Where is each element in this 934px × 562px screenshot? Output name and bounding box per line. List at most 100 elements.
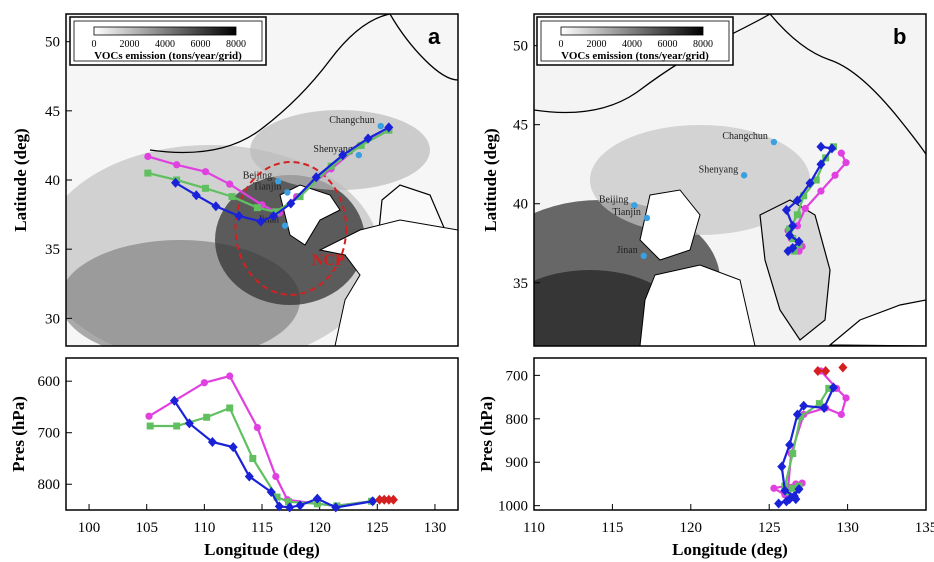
y-tick-label: 50 bbox=[45, 35, 60, 51]
profile-point-blue bbox=[295, 500, 305, 511]
point-blue bbox=[211, 201, 221, 212]
profile-a-series bbox=[145, 372, 398, 513]
profile-point-magenta bbox=[842, 394, 850, 402]
point-green bbox=[800, 192, 808, 200]
cb-a-tick-2: 4000 bbox=[155, 39, 175, 50]
point-blue bbox=[338, 150, 348, 161]
cb-b-tick-4: 8000 bbox=[693, 39, 713, 50]
y-tick-label: 700 bbox=[38, 426, 61, 442]
city-label: Beijing bbox=[243, 170, 272, 181]
profile-point-green bbox=[226, 404, 234, 412]
korea-peninsula-b bbox=[759, 199, 831, 341]
y-tick-label: 600 bbox=[38, 374, 61, 390]
point-magenta bbox=[831, 171, 839, 179]
y-tick-label: 50 bbox=[513, 39, 528, 55]
point-magenta bbox=[842, 159, 850, 167]
x-tick-label: 130 bbox=[836, 520, 859, 536]
profile-point-blue bbox=[244, 471, 254, 482]
y-tick-label: 35 bbox=[45, 242, 60, 258]
point-blue bbox=[191, 190, 201, 201]
city-label: Jinan bbox=[617, 245, 638, 256]
x-tick-label: 120 bbox=[308, 520, 331, 536]
y-tick-label: 40 bbox=[45, 173, 60, 189]
profile-point-green bbox=[146, 422, 154, 430]
point-blue bbox=[792, 195, 802, 206]
profile-point-blue bbox=[792, 409, 802, 420]
x-tick-label: 115 bbox=[251, 520, 273, 536]
xlabel-profile-b: Longitude (deg) bbox=[672, 540, 788, 559]
border-line-b bbox=[534, 14, 771, 114]
point-blue bbox=[816, 141, 826, 152]
profile-point-blue bbox=[169, 395, 179, 406]
y-tick-label: 800 bbox=[38, 477, 61, 493]
point-magenta bbox=[173, 161, 181, 169]
point-blue bbox=[794, 236, 804, 247]
y-tick-label: 45 bbox=[45, 104, 60, 120]
point-green bbox=[296, 193, 304, 201]
city-label: Changchun bbox=[722, 131, 768, 142]
cb-b-title: VOCs emission (tons/year/grid) bbox=[561, 50, 709, 62]
profile-b-axes: 110 115 120 125 130 135 700 800 900 1000 bbox=[498, 368, 934, 536]
y-tick-label: 700 bbox=[506, 368, 529, 384]
profile-point-magenta bbox=[145, 412, 153, 420]
point-blue bbox=[781, 205, 791, 216]
city-marker bbox=[377, 122, 384, 130]
city-label: Tianjin bbox=[253, 181, 282, 192]
ylabel-profile-b: Pres (hPa) bbox=[477, 396, 496, 472]
cb-b-tick-1: 2000 bbox=[587, 39, 607, 50]
x-tick-label: 120 bbox=[680, 520, 703, 536]
city-marker bbox=[640, 252, 647, 260]
ncp-circle bbox=[234, 161, 348, 296]
profile-point-blue bbox=[799, 400, 809, 411]
profile-point-green bbox=[313, 500, 321, 508]
point-green bbox=[144, 169, 152, 177]
city-label: Tianjin bbox=[612, 207, 641, 218]
panel-label-b: b bbox=[893, 24, 906, 49]
city-label: Jinan bbox=[258, 215, 279, 226]
point-magenta bbox=[144, 152, 152, 161]
trajectories-b bbox=[781, 141, 850, 257]
profile-point-green bbox=[789, 484, 797, 492]
profile-point-magenta bbox=[253, 423, 261, 432]
point-magenta bbox=[793, 222, 802, 230]
point-green bbox=[202, 184, 210, 192]
map-b-frame bbox=[533, 13, 927, 347]
city-marker bbox=[281, 222, 289, 229]
profile-point-blue bbox=[285, 502, 295, 513]
profile-point-blue bbox=[266, 486, 276, 497]
profile-point-blue bbox=[207, 436, 217, 447]
point-green bbox=[786, 225, 794, 233]
profile-point-blue bbox=[368, 496, 378, 507]
profile-point-blue bbox=[274, 501, 284, 512]
profile-point-magenta bbox=[770, 484, 778, 492]
point-green bbox=[327, 162, 335, 170]
point-blue bbox=[785, 230, 795, 241]
profile-point-green bbox=[797, 413, 805, 421]
profile-point-red bbox=[375, 494, 385, 505]
point-green bbox=[228, 193, 236, 201]
profile-point-blue bbox=[819, 402, 829, 413]
point-blue bbox=[234, 210, 244, 221]
point-magenta bbox=[817, 187, 825, 195]
x-tick-label: 110 bbox=[193, 520, 215, 536]
x-tick-label: 100 bbox=[78, 520, 101, 536]
colorbar-a-gradient bbox=[93, 26, 237, 36]
cities-b: Changchun Shenyang Beijing Tianjin Jinan bbox=[599, 131, 778, 260]
border-line-a bbox=[149, 14, 391, 154]
xlabel-profile-a: Longitude (deg) bbox=[204, 540, 320, 559]
profile-point-red bbox=[813, 366, 823, 377]
city-marker bbox=[740, 172, 748, 179]
profile-point-red bbox=[384, 494, 394, 505]
colorbar-b-gradient bbox=[560, 26, 704, 36]
city-label: Changchun bbox=[329, 115, 375, 126]
profile-b-series bbox=[770, 362, 850, 509]
point-magenta bbox=[837, 149, 845, 157]
cb-b-tick-3: 6000 bbox=[658, 39, 678, 50]
cb-b-tick-0: 0 bbox=[559, 39, 564, 50]
cb-a-tick-1: 2000 bbox=[120, 39, 140, 50]
point-blue bbox=[363, 133, 373, 144]
city-label: Shenyang bbox=[313, 144, 352, 155]
profile-point-green bbox=[789, 450, 797, 458]
